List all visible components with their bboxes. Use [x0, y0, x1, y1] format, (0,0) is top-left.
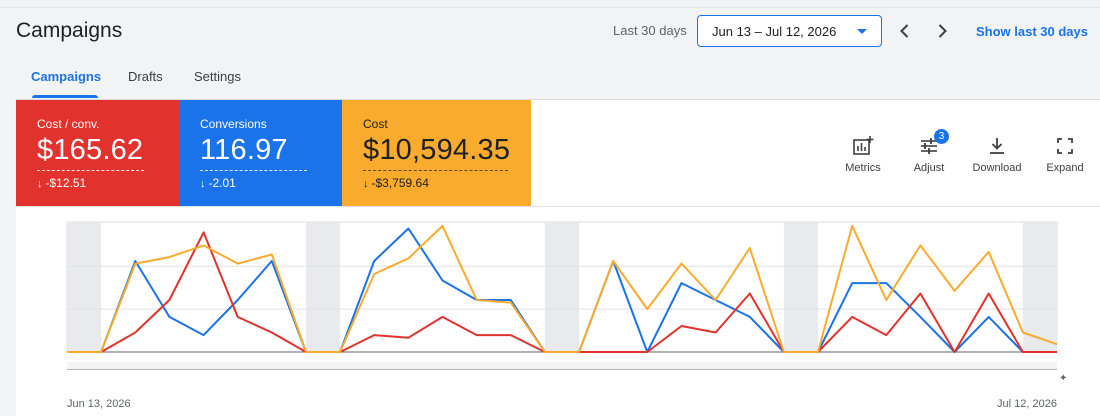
arrow-down-icon: ↓ [363, 178, 369, 190]
page-title: Campaigns [16, 19, 123, 42]
download-button[interactable]: Download [966, 136, 1028, 174]
weekend-band [544, 222, 580, 352]
expand-button[interactable]: Expand [1034, 136, 1096, 174]
tab-drafts[interactable]: Drafts [128, 69, 163, 84]
next-period-button[interactable] [931, 20, 953, 42]
previous-period-button[interactable] [894, 20, 916, 42]
weekend-band [67, 222, 102, 352]
download-icon [990, 138, 1004, 154]
metric-label: Cost [363, 117, 388, 131]
weekend-band [305, 222, 341, 352]
x-axis-start-label: Jun 13, 2026 [67, 398, 131, 410]
metric-value: 116.97 [200, 134, 288, 166]
chart-add-icon [853, 136, 874, 155]
metric-delta: ↓ -$12.51 [37, 176, 86, 190]
tab-settings[interactable]: Settings [194, 69, 241, 84]
chevron-left-icon [900, 24, 909, 38]
performance-chart: ✦ [66, 221, 1067, 384]
metric-value: $165.62 [37, 134, 144, 166]
sparkle-icon: ✦ [1059, 373, 1067, 384]
chevron-right-icon [938, 24, 947, 38]
x-axis-end-label: Jul 12, 2026 [997, 398, 1057, 410]
metric-underline [37, 170, 144, 171]
divider [0, 7, 1100, 8]
metric-delta: ↓ -2.01 [200, 176, 236, 190]
active-tab-indicator [32, 95, 98, 98]
tune-icon [921, 138, 937, 154]
range-scrubber-fill [67, 362, 1057, 369]
show-last-30-days-link[interactable]: Show last 30 days [976, 24, 1088, 39]
metric-value: $10,594.35 [363, 134, 511, 166]
top-bar: Campaigns Last 30 days Jun 13 – Jul 12, … [0, 0, 1100, 100]
weekend-band [1022, 222, 1057, 352]
arrow-down-icon: ↓ [37, 178, 43, 190]
metric-delta-value: -$3,759.64 [371, 176, 429, 190]
date-range-text: Jun 13 – Jul 12, 2026 [712, 24, 837, 39]
date-range-picker[interactable]: Jun 13 – Jul 12, 2026 [697, 15, 882, 47]
metric-label: Cost / conv. [37, 117, 100, 131]
metric-card-cost-per-conv[interactable]: Cost / conv. $165.62 ↓ -$12.51 [16, 100, 179, 206]
metric-label: Conversions [200, 117, 267, 131]
metric-delta: ↓ -$3,759.64 [363, 176, 429, 190]
tab-campaigns[interactable]: Campaigns [31, 69, 102, 84]
divider [16, 206, 1100, 207]
range-label: Last 30 days [613, 23, 687, 38]
expand-icon [1057, 138, 1073, 154]
metric-delta-value: -2.01 [208, 176, 236, 190]
adjust-count-badge: 3 [934, 129, 949, 144]
series-line-2 [67, 224, 1058, 353]
weekend-band [783, 222, 819, 352]
performance-card: Cost / conv. $165.62 ↓ -$12.51 Conversion… [16, 99, 1100, 416]
adjust-label: Adjust [913, 162, 945, 174]
metric-card-conversions[interactable]: Conversions 116.97 ↓ -2.01 [179, 100, 342, 206]
adjust-button[interactable]: 3 Adjust [898, 129, 960, 174]
metric-card-cost[interactable]: Cost $10,594.35 ↓ -$3,759.64 [342, 100, 531, 206]
metrics-button[interactable]: Metrics [832, 136, 894, 174]
arrow-down-icon: ↓ [200, 178, 206, 190]
expand-label: Expand [1046, 162, 1084, 174]
metrics-label: Metrics [845, 162, 881, 174]
caret-down-icon [857, 29, 867, 34]
metric-delta-value: -$12.51 [45, 176, 87, 190]
download-label: Download [972, 162, 1022, 174]
metric-underline [363, 170, 508, 171]
metric-underline [200, 170, 307, 171]
